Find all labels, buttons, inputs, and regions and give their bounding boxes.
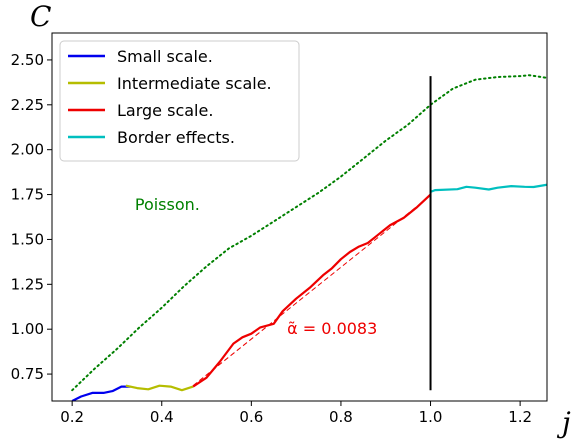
series-line-fit bbox=[192, 195, 431, 387]
y-tick-label: 2.50 bbox=[11, 51, 44, 69]
y-tick-label: 2.25 bbox=[11, 96, 44, 114]
legend: Small scale. Intermediate scale. Large sca… bbox=[59, 40, 300, 162]
alpha-annotation: α̃ = 0.0083 bbox=[287, 319, 377, 338]
y-tick-label: 1.50 bbox=[11, 230, 44, 248]
x-tick-label: 0.2 bbox=[60, 408, 84, 426]
y-axis-ticks: 0.75 1.00 1.25 1.50 1.75 2.00 2.25 2.50 bbox=[11, 51, 52, 383]
x-tick-label: 1.0 bbox=[419, 408, 443, 426]
series-line-border-effects bbox=[430, 183, 547, 193]
y-tick-label: 1.25 bbox=[11, 275, 44, 293]
y-tick-label: 1.00 bbox=[11, 320, 44, 338]
series-line-large-scale bbox=[192, 193, 432, 388]
series-line-poisson bbox=[71, 74, 547, 392]
y-tick-label: 0.75 bbox=[11, 365, 44, 383]
x-axis-ticks: 0.2 0.4 0.6 0.8 1.0 1.2 bbox=[60, 401, 532, 426]
x-tick-label: 1.2 bbox=[508, 408, 532, 426]
x-tick-label: 0.6 bbox=[239, 408, 263, 426]
x-tick-label: 0.8 bbox=[329, 408, 353, 426]
poisson-annotation: Poisson. bbox=[135, 195, 200, 214]
legend-label: Large scale. bbox=[117, 101, 213, 120]
series-line-small-scale bbox=[71, 385, 131, 401]
legend-label: Small scale. bbox=[117, 47, 213, 66]
y-tick-label: 2.00 bbox=[11, 141, 44, 159]
axes-frame bbox=[51, 32, 548, 402]
y-tick-label: 1.75 bbox=[11, 186, 44, 204]
legend-label: Border effects. bbox=[117, 128, 235, 147]
x-axis-label: j bbox=[556, 406, 571, 439]
plot-area: Poisson. α̃ = 0.0083 bbox=[51, 32, 548, 402]
annotation-layer: Poisson. α̃ = 0.0083 bbox=[135, 195, 377, 338]
legend-label: Intermediate scale. bbox=[117, 74, 272, 93]
x-tick-label: 0.4 bbox=[150, 408, 174, 426]
series-layer bbox=[71, 74, 547, 401]
legend-box bbox=[59, 40, 300, 162]
series-line-intermediate-scale bbox=[125, 384, 194, 392]
y-axis-label: C bbox=[30, 0, 51, 33]
